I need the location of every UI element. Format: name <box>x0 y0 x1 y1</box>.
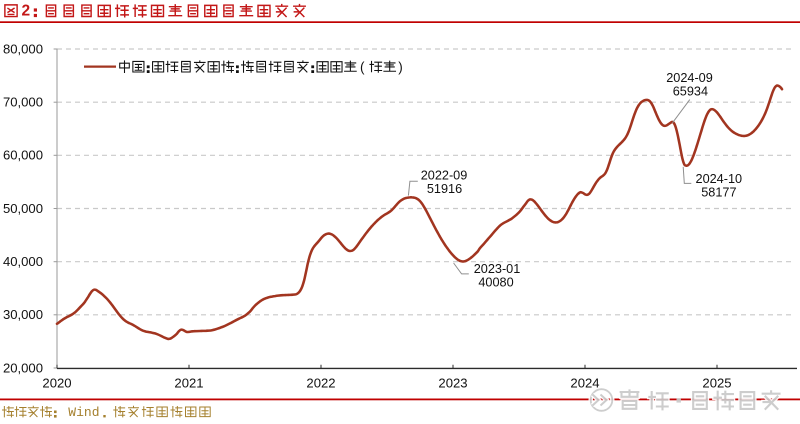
svg-text:2023-01: 2023-01 <box>474 262 521 276</box>
svg-text:2021: 2021 <box>174 375 203 390</box>
svg-text:65934: 65934 <box>673 85 708 99</box>
svg-text:2: 2 <box>22 2 31 19</box>
svg-text:2024-09: 2024-09 <box>666 71 713 85</box>
svg-text:): ) <box>398 59 403 74</box>
svg-text:58177: 58177 <box>701 185 736 199</box>
svg-text:2024-10: 2024-10 <box>696 172 743 186</box>
svg-text:Wind: Wind <box>68 405 99 420</box>
svg-text:80,000: 80,000 <box>3 41 43 56</box>
svg-text:50,000: 50,000 <box>3 201 43 216</box>
svg-text:40080: 40080 <box>478 276 513 290</box>
svg-text:30,000: 30,000 <box>3 307 43 322</box>
svg-text:70,000: 70,000 <box>3 95 43 110</box>
svg-text:(: ( <box>360 59 365 74</box>
svg-text:51916: 51916 <box>427 182 462 196</box>
svg-text:40,000: 40,000 <box>3 254 43 269</box>
svg-text:2022: 2022 <box>306 375 335 390</box>
svg-text:2023: 2023 <box>438 375 467 390</box>
svg-text:60,000: 60,000 <box>3 148 43 163</box>
svg-text:2022-09: 2022-09 <box>421 168 468 182</box>
svg-text:2020: 2020 <box>42 375 71 390</box>
svg-text:2024: 2024 <box>570 375 599 390</box>
svg-text:20,000: 20,000 <box>3 360 43 375</box>
svg-text:2025: 2025 <box>702 375 731 390</box>
